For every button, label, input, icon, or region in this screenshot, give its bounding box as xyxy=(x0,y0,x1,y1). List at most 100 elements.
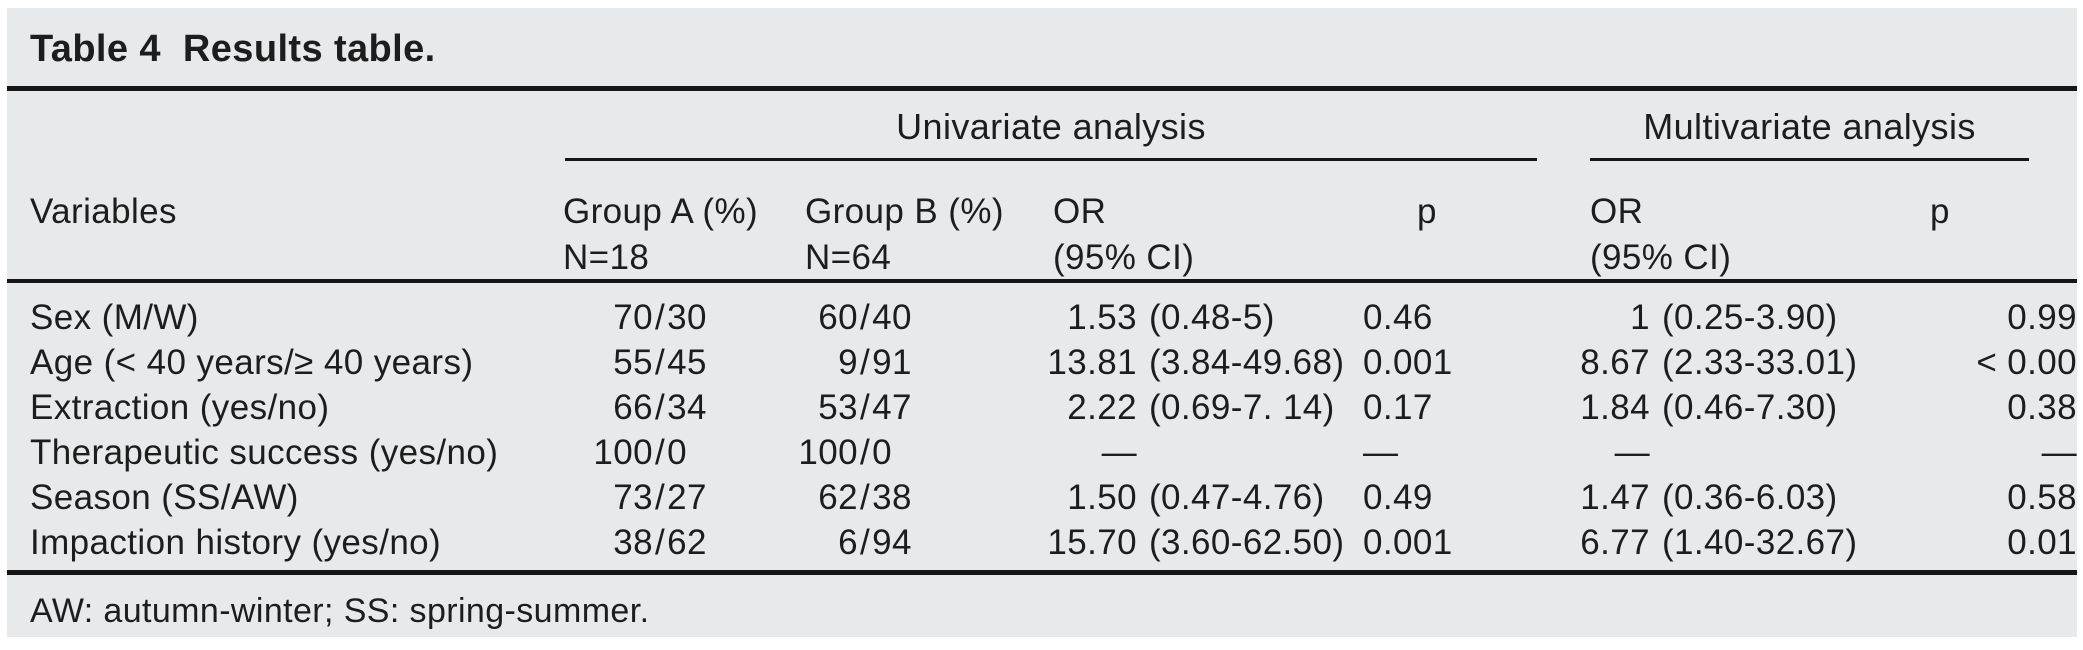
fraction-slash: / xyxy=(655,388,666,427)
univariate-or-value: 1.50 (0.47-4.76) xyxy=(1045,475,1325,520)
fraction-slash: / xyxy=(860,433,871,472)
table-row-age: Age (< 40 years/≥ 40 years) 55/45 9/91 1… xyxy=(7,340,2077,385)
group-a-value: 55/45 xyxy=(589,340,707,385)
group-a-value: 100/0 xyxy=(589,430,687,475)
group-b-n: N=64 xyxy=(805,238,892,277)
column-header-variables-label: Variables xyxy=(30,192,177,231)
or-ci: (2.33-33.01) xyxy=(1662,343,1858,382)
row-variable: Season (SS/AW) xyxy=(30,478,299,517)
bottom-rule xyxy=(7,570,2077,575)
fraction-slash: / xyxy=(860,298,871,337)
or-ci: (0.36-6.03) xyxy=(1662,478,1838,517)
univariate-p-value: 0.17 xyxy=(1363,388,1433,427)
column-header-group-b: Group B (%) N=64 xyxy=(805,189,1004,281)
column-header-variables: Variables xyxy=(30,189,177,235)
or-ci: (0.25-3.90) xyxy=(1662,298,1838,337)
table-number: Table 4 xyxy=(30,28,161,70)
top-rule xyxy=(7,86,2077,91)
column-header-multivariate-or: OR (95% CI) xyxy=(1590,189,1731,281)
group-a-value: 38/62 xyxy=(589,520,707,565)
univariate-p-value: — xyxy=(1363,433,1399,472)
group-b-denominator: 40 xyxy=(872,298,912,337)
fraction-slash: / xyxy=(860,343,871,382)
group-a-n: N=18 xyxy=(563,238,650,277)
or-ci: (0.46-7.30) xyxy=(1662,388,1838,427)
group-b-denominator: 38 xyxy=(872,478,912,517)
fraction-slash: / xyxy=(655,478,666,517)
multivariate-p-value: < 0.00 xyxy=(1976,343,2077,382)
univariate-or-value: 15.70 (3.60-62.50) xyxy=(1045,520,1344,565)
table-row-impaction-history: Impaction history (yes/no) 38/62 6/94 15… xyxy=(7,520,2077,565)
or-number: 6.77 xyxy=(1580,523,1650,562)
multivariate-or-label: OR xyxy=(1590,192,1644,231)
multivariate-or-value: 1.47 (0.36-6.03) xyxy=(1558,475,1838,520)
multivariate-or-value: 6.77 (1.40-32.67) xyxy=(1558,520,1857,565)
univariate-ci-label: (95% CI) xyxy=(1053,238,1195,277)
univariate-underline-rule xyxy=(565,158,1537,161)
or-ci: (1.40-32.67) xyxy=(1662,523,1858,562)
or-number: 2.22 xyxy=(1067,388,1137,427)
group-b-denominator: 0 xyxy=(872,433,892,472)
or-number: 1.50 xyxy=(1067,478,1137,517)
group-a-numerator: 70 xyxy=(613,298,653,337)
group-b-value: 9/91 xyxy=(794,340,912,385)
or-number: 1.47 xyxy=(1580,478,1650,517)
column-header-group-a: Group A (%) N=18 xyxy=(563,189,758,281)
group-a-numerator: 38 xyxy=(613,523,653,562)
multivariate-p-value: 0.99 xyxy=(2007,298,2077,337)
group-b-value: 100/0 xyxy=(794,430,892,475)
multivariate-p-value: 0.58 xyxy=(2007,478,2077,517)
univariate-or-value: 2.22 (0.69-7. 14) xyxy=(1045,385,1335,430)
row-variable: Sex (M/W) xyxy=(30,298,199,337)
row-variable: Impaction history (yes/no) xyxy=(30,523,442,562)
or-number: 1.84 xyxy=(1580,388,1650,427)
group-b-denominator: 94 xyxy=(872,523,912,562)
multivariate-or-value: — xyxy=(1558,430,1662,475)
group-a-value: 70/30 xyxy=(589,295,707,340)
group-b-label: Group B (%) xyxy=(805,192,1004,231)
table-title: Table 4 Results table. xyxy=(30,28,436,71)
group-a-label: Group A (%) xyxy=(563,192,759,231)
column-header-univariate-or: OR (95% CI) xyxy=(1053,189,1194,281)
univariate-p-value: 0.49 xyxy=(1363,478,1433,517)
univariate-or-value: 13.81 (3.84-49.68) xyxy=(1045,340,1344,385)
group-b-numerator: 6 xyxy=(838,523,858,562)
group-b-numerator: 62 xyxy=(818,478,858,517)
group-b-denominator: 47 xyxy=(872,388,912,427)
or-number: 1.53 xyxy=(1067,298,1137,337)
or-number: 15.70 xyxy=(1047,523,1137,562)
multivariate-ci-label: (95% CI) xyxy=(1590,238,1732,277)
table-body: Sex (M/W) 70/30 60/40 1.53 (0.48-5) 0.46 … xyxy=(7,295,2077,565)
group-b-numerator: 100 xyxy=(798,433,858,472)
fraction-slash: / xyxy=(860,523,871,562)
univariate-p-value: 0.001 xyxy=(1363,343,1453,382)
fraction-slash: / xyxy=(655,523,666,562)
row-variable: Age (< 40 years/≥ 40 years) xyxy=(30,343,474,382)
group-b-denominator: 91 xyxy=(872,343,912,382)
fraction-slash: / xyxy=(860,478,871,517)
results-table-panel: Table 4 Results table. Univariate analysi… xyxy=(7,8,2077,637)
group-b-value: 62/38 xyxy=(794,475,912,520)
multivariate-underline-rule xyxy=(1590,158,2029,161)
header-body-divider-rule xyxy=(7,279,2077,283)
group-a-denominator: 34 xyxy=(667,388,707,427)
group-a-denominator: 62 xyxy=(667,523,707,562)
or-number: 1 xyxy=(1630,298,1650,337)
fraction-slash: / xyxy=(655,343,666,382)
univariate-p-label: p xyxy=(1417,192,1437,231)
fraction-slash: / xyxy=(655,433,666,472)
univariate-or-value: 1.53 (0.48-5) xyxy=(1045,295,1275,340)
table-footnote: AW: autumn-winter; SS: spring-summer. xyxy=(30,592,650,630)
multivariate-or-value: 8.67 (2.33-33.01) xyxy=(1558,340,1857,385)
multivariate-p-value: — xyxy=(2041,433,2077,472)
table-row-season: Season (SS/AW) 73/27 62/38 1.50 (0.47-4.7… xyxy=(7,475,2077,520)
univariate-p-value: 0.001 xyxy=(1363,523,1453,562)
or-number: 13.81 xyxy=(1047,343,1137,382)
or-number: — xyxy=(1101,433,1137,472)
group-b-numerator: 60 xyxy=(818,298,858,337)
column-header-univariate-p: p xyxy=(1417,189,1437,235)
group-a-denominator: 27 xyxy=(667,478,707,517)
row-variable: Therapeutic success (yes/no) xyxy=(30,433,499,472)
table-row-sex: Sex (M/W) 70/30 60/40 1.53 (0.48-5) 0.46 … xyxy=(7,295,2077,340)
or-ci: (0.47-4.76) xyxy=(1149,478,1325,517)
